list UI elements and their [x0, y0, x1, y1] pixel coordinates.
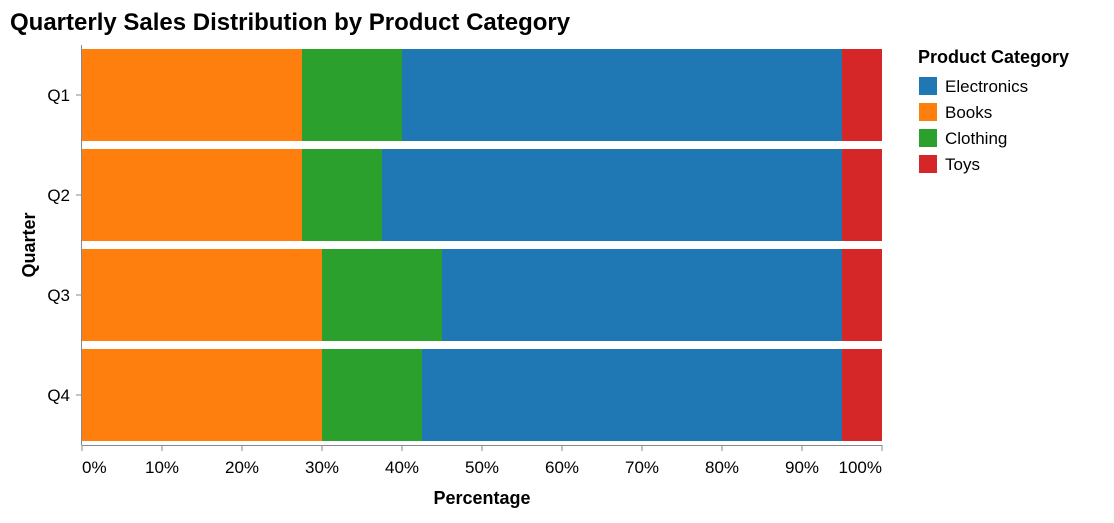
- x-tick-label: 30%: [305, 458, 339, 477]
- x-tick-label: 20%: [225, 458, 259, 477]
- bar-q2-electronics: [382, 149, 842, 241]
- legend-title: Product Category: [918, 47, 1069, 67]
- y-axis: Q1 Q2 Q3 Q4: [47, 45, 82, 445]
- bar-q2-books: [82, 149, 302, 241]
- legend: Product Category Electronics Books Clothin…: [918, 47, 1069, 174]
- chart-title: Quarterly Sales Distribution by Product …: [10, 9, 571, 36]
- plot-area: [82, 49, 882, 441]
- y-axis-title: Quarter: [19, 212, 39, 277]
- bar-q1-books: [82, 49, 302, 141]
- y-tick-label: Q2: [47, 186, 70, 205]
- x-tick-label: 10%: [145, 458, 179, 477]
- x-tick-label: 50%: [465, 458, 499, 477]
- x-tick-label: 40%: [385, 458, 419, 477]
- legend-label-books: Books: [945, 103, 992, 122]
- legend-label-toys: Toys: [945, 155, 980, 174]
- x-axis-title: Percentage: [433, 488, 530, 508]
- bar-q4-clothing: [322, 349, 422, 441]
- bar-q2-toys: [842, 149, 882, 241]
- bar-q1-clothing: [302, 49, 402, 141]
- bar-q3-electronics: [442, 249, 842, 341]
- x-tick-label: 90%: [785, 458, 819, 477]
- legend-swatch-clothing: [919, 129, 937, 147]
- x-tick-label: 70%: [625, 458, 659, 477]
- y-tick-label: Q3: [47, 286, 70, 305]
- bar-q1-toys: [842, 49, 882, 141]
- bar-q3-books: [82, 249, 322, 341]
- bar-q1-electronics: [402, 49, 842, 141]
- legend-label-electronics: Electronics: [945, 77, 1028, 96]
- bar-q4-toys: [842, 349, 882, 441]
- x-tick-label: 0%: [82, 458, 107, 477]
- y-tick-label: Q4: [47, 386, 70, 405]
- legend-label-clothing: Clothing: [945, 129, 1007, 148]
- bar-q3-toys: [842, 249, 882, 341]
- bar-q2-clothing: [302, 149, 382, 241]
- x-tick-label: 100%: [839, 458, 882, 477]
- legend-swatch-books: [919, 103, 937, 121]
- x-tick-label: 80%: [705, 458, 739, 477]
- bar-q4-books: [82, 349, 322, 441]
- legend-swatch-toys: [919, 155, 937, 173]
- x-axis: 0% 10% 20% 30% 40% 50% 60% 70% 80% 90% 100%: [81, 445, 883, 477]
- x-tick-label: 60%: [545, 458, 579, 477]
- legend-swatch-electronics: [919, 77, 937, 95]
- bar-q4-electronics: [422, 349, 842, 441]
- y-tick-label: Q1: [47, 86, 70, 105]
- bar-q3-clothing: [322, 249, 442, 341]
